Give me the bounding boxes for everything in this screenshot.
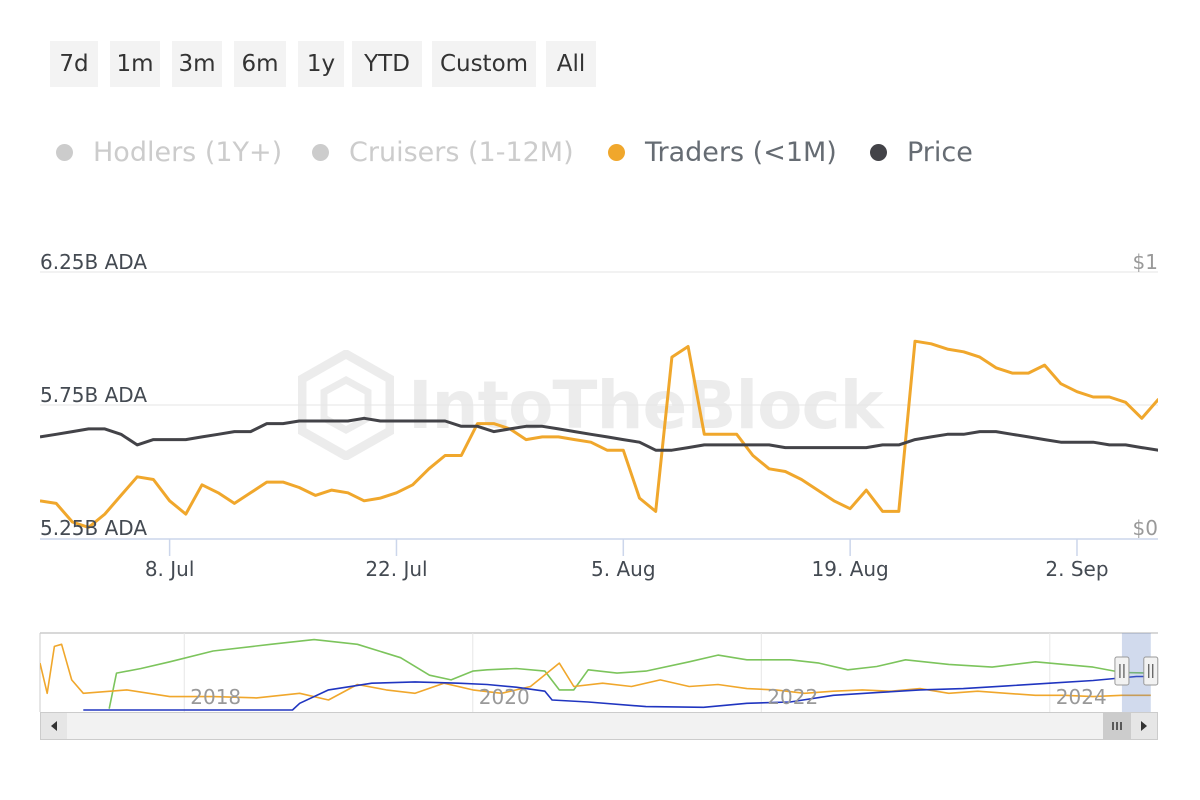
range-button-7d[interactable]: 7d [50,41,98,87]
x-axis-tick-label: 8. Jul [145,557,195,581]
series-line-traders-1m [40,339,1158,529]
navigator-tick-label: 2024 [1056,685,1107,709]
navigator-tick-label: 2022 [767,685,818,709]
legend-label: Price [907,136,973,168]
legend-dot-icon [870,143,887,161]
navigator-handle-right[interactable] [1143,656,1159,686]
navigator-series-traders-1m [40,643,1151,701]
handle-body [1114,656,1130,686]
handle-body [1143,656,1159,686]
scroll-right-button[interactable] [1131,713,1157,739]
y-axis-left-tick-label: 6.25B ADA [40,250,147,274]
legend-label: Traders (<1M) [645,136,837,168]
range-button-6m[interactable]: 6m [234,41,286,87]
navigator-tick-label: 2018 [190,685,241,709]
legend-item-price[interactable]: Price [870,132,973,172]
x-axis-tick-label: 22. Jul [365,557,427,581]
range-button-custom[interactable]: Custom [432,41,536,87]
legend-item-hodlers[interactable]: Hodlers (1Y+) [56,132,282,172]
navigator-tick-label: 2020 [479,685,530,709]
navigator-scrollbar[interactable] [40,712,1158,740]
legend-label: Hodlers (1Y+) [93,136,283,168]
navigator-handle-left[interactable] [1114,656,1130,686]
main-chart: 6.25B ADA 5.75B ADA 5.25B ADA $1 $0 8. Jul 22.… [40,250,1158,581]
legend-dot-icon [312,143,329,161]
arrow-right-icon [1141,721,1147,731]
range-button-1m[interactable]: 1m [110,41,160,87]
y-axis-left-tick-label: 5.25B ADA [40,516,147,540]
y-axis-right-tick-label: $0 [1133,516,1158,540]
x-axis-tick-label: 19. Aug [812,557,889,581]
legend-dot-icon [608,143,625,161]
legend-label: Cruisers (1-12M) [349,136,574,168]
legend-dot-icon [56,143,73,161]
legend-item-cruisers[interactable]: Cruisers (1-12M) [312,132,574,172]
y-axis-right-tick-label: $1 [1133,250,1158,274]
navigator-series-cruisers-1-12m [83,675,1151,711]
range-button-3m[interactable]: 3m [172,41,222,87]
scroll-left-button[interactable] [41,713,67,739]
series-line-price [40,416,1158,452]
x-axis-tick-label: 5. Aug [591,557,656,581]
navigator-series-hodlers-1y [108,638,1151,709]
y-axis-left-tick-label: 5.75B ADA [40,383,147,407]
grip-icon [1112,722,1122,730]
arrow-left-icon [51,721,57,731]
x-axis-tick-label: 2. Sep [1045,557,1108,581]
range-button-ytd[interactable]: YTD [352,41,422,87]
legend-item-traders[interactable]: Traders (<1M) [608,132,837,172]
range-button-1y[interactable]: 1y [298,41,344,87]
scroll-thumb[interactable] [1103,713,1131,739]
range-button-all[interactable]: All [546,41,596,87]
